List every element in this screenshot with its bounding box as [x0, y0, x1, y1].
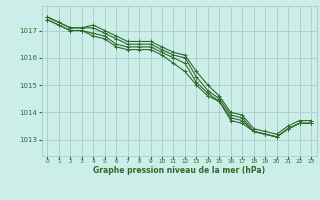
X-axis label: Graphe pression niveau de la mer (hPa): Graphe pression niveau de la mer (hPa) [93, 166, 265, 175]
